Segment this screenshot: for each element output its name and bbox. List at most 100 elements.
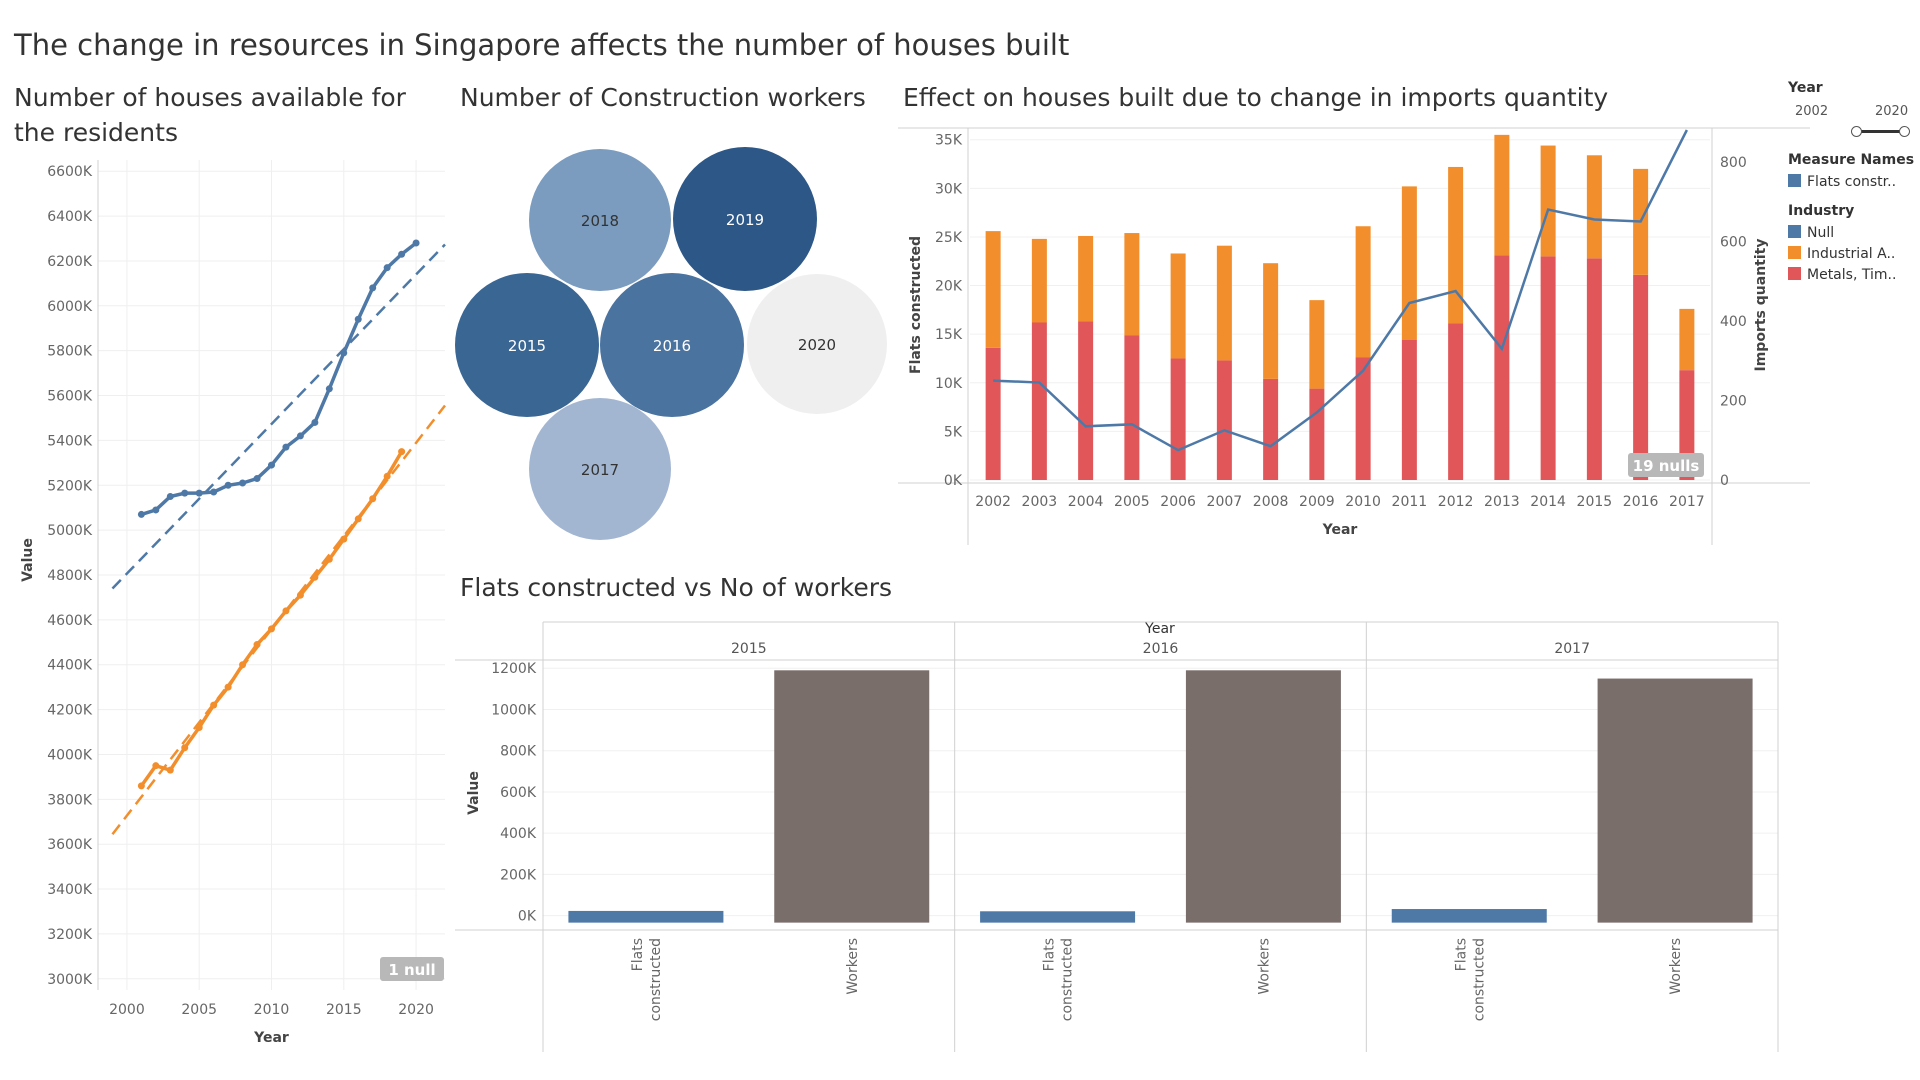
bubble-label: 2020 <box>798 336 836 354</box>
x-tick-label: 2012 <box>1438 494 1474 510</box>
stacked-bar-segment <box>1355 226 1371 358</box>
x-tick-label: 2002 <box>975 494 1011 510</box>
legend-swatch <box>1788 246 1801 259</box>
stacked-bar-segment <box>1170 253 1186 359</box>
worker-bubble <box>673 147 817 291</box>
data-point <box>239 479 247 487</box>
y-tick-label: 5800K <box>47 344 93 360</box>
y-tick-label: 5000K <box>47 523 93 539</box>
data-point <box>340 349 348 357</box>
y-tick-label: 4200K <box>47 703 93 719</box>
y2-tick-label: 200 <box>1720 393 1747 409</box>
legend-label: Flats constr.. <box>1807 174 1897 190</box>
stacked-bar-segment <box>1401 186 1417 340</box>
y-tick-label: 3800K <box>47 792 93 808</box>
y-tick-label: 3000K <box>47 972 93 988</box>
x-tick-label: constructed <box>648 938 664 1021</box>
stacked-bar-segment <box>1031 322 1047 480</box>
stacked-bar-segment <box>1540 256 1556 480</box>
x-tick-label: 2020 <box>398 1002 434 1018</box>
x-tick-label: 2008 <box>1253 494 1289 510</box>
y-tick-label: 4400K <box>47 658 93 674</box>
data-point <box>296 432 304 440</box>
x-tick-label: 2014 <box>1530 494 1566 510</box>
data-point <box>369 495 377 503</box>
stacked-bar-segment <box>1216 245 1232 361</box>
measure-legend-item[interactable]: Flats constr.. <box>1788 174 1896 190</box>
stacked-bar-segment <box>1540 145 1556 257</box>
stacked-bar-segment <box>1078 235 1094 322</box>
data-point <box>166 492 174 500</box>
year-slider-handle-max[interactable] <box>1899 126 1910 137</box>
x-tick-label: 2004 <box>1068 494 1104 510</box>
stacked-bar-segment <box>1448 166 1464 324</box>
data-point <box>369 284 377 292</box>
null-badge <box>380 957 444 981</box>
imports-chart-title: Effect on houses built due to change in … <box>903 83 1609 112</box>
x-tick-label: 2015 <box>326 1002 362 1018</box>
data-point <box>383 472 391 480</box>
industry-legend-item[interactable]: Metals, Tim.. <box>1788 267 1896 283</box>
data-point <box>268 625 275 633</box>
null-badge-label: 19 nulls <box>1633 457 1700 475</box>
y-tick-label: 30K <box>935 181 963 197</box>
y-tick-label: 6600K <box>47 164 93 180</box>
worker-bubble <box>600 273 744 417</box>
year-slider-handle-min[interactable] <box>1851 126 1862 137</box>
y-tick-label: 15K <box>935 327 963 343</box>
facet-bar <box>774 670 930 923</box>
y-tick-label: 6400K <box>47 209 93 225</box>
data-point <box>268 461 275 469</box>
data-point <box>253 475 261 483</box>
stacked-bar-segment <box>1309 388 1325 480</box>
y-tick-label: 800K <box>500 744 537 760</box>
x-tick-label: 2017 <box>1669 494 1705 510</box>
x-tick-label: Workers <box>1256 938 1272 995</box>
null-badge-label: 1 null <box>388 961 435 979</box>
data-point <box>152 762 160 770</box>
facet-bar <box>980 911 1136 923</box>
industry-legend-item[interactable]: Null <box>1788 225 1834 241</box>
stacked-bar-segment <box>1031 238 1047 323</box>
flats-line <box>993 129 1688 452</box>
stacked-bar-segment <box>1263 378 1279 480</box>
y-tick-label: 1200K <box>491 661 537 677</box>
data-point <box>354 315 362 323</box>
y2-axis-title: Imports quantity <box>1753 239 1769 372</box>
y-tick-label: 10K <box>935 376 963 392</box>
y-tick-label: 35K <box>935 133 963 149</box>
y-tick-label: 3400K <box>47 882 93 898</box>
data-point <box>354 515 362 523</box>
data-point <box>224 683 232 691</box>
data-point <box>398 448 406 456</box>
x-tick-label: Flats <box>1042 938 1058 971</box>
stacked-bar-segment <box>1263 263 1279 379</box>
x-tick-label: Workers <box>1668 938 1684 995</box>
stacked-bar-segment <box>1586 155 1602 259</box>
x-tick-label: 2013 <box>1484 494 1520 510</box>
trend-line <box>111 243 446 590</box>
y-tick-label: 0K <box>518 909 537 925</box>
x-tick-label: 2006 <box>1160 494 1196 510</box>
data-point <box>195 489 203 497</box>
stacked-bar-segment <box>985 231 1001 348</box>
x-tick-label: 2015 <box>1577 494 1613 510</box>
stacked-bar-segment <box>1633 274 1649 480</box>
stacked-bar-segment <box>1355 357 1371 480</box>
x-tick-label: 2010 <box>254 1002 290 1018</box>
stacked-bar-segment <box>1494 134 1510 256</box>
industry-legend-item[interactable]: Industrial A.. <box>1788 246 1895 262</box>
x-tick-label: 2003 <box>1022 494 1058 510</box>
worker-bubble <box>747 274 887 414</box>
dashboard-title: The change in resources in Singapore aff… <box>14 28 1070 62</box>
y2-tick-label: 800 <box>1720 155 1747 171</box>
data-point <box>181 744 189 752</box>
bubble-label: 2019 <box>726 211 764 229</box>
stacked-bar-segment <box>985 347 1001 480</box>
y-tick-label: 3200K <box>47 927 93 943</box>
x-tick-label: 2011 <box>1392 494 1428 510</box>
stacked-bar-segment <box>1124 233 1140 336</box>
year-slider-track[interactable] <box>1855 130 1905 133</box>
data-point <box>398 250 406 258</box>
